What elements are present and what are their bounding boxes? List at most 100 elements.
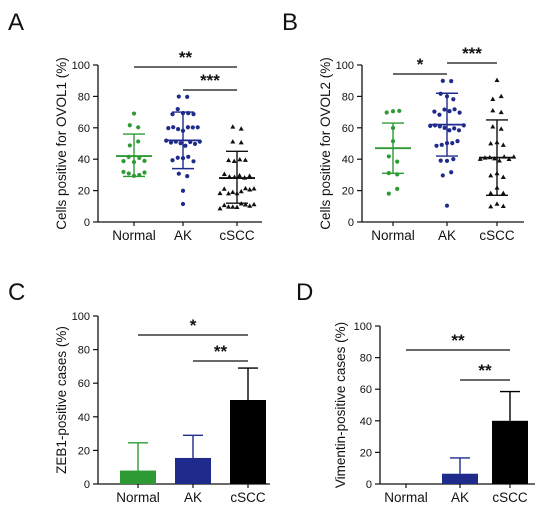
- data-point: [386, 191, 391, 196]
- y-tick-label: 0: [366, 479, 372, 491]
- y-tick-label: 80: [78, 91, 90, 103]
- data-point: [440, 173, 445, 178]
- data-point: [183, 143, 188, 148]
- data-point: [195, 125, 200, 130]
- data-point: [185, 174, 190, 179]
- data-point: [226, 157, 232, 163]
- y-tick-label: 20: [360, 447, 372, 459]
- y-tick-label: 100: [72, 311, 90, 323]
- data-point: [247, 187, 253, 192]
- x-tick-label-cscc: cSCC: [479, 228, 515, 243]
- data-point: [190, 125, 195, 130]
- data-point: [175, 107, 180, 112]
- series-normal: [116, 111, 152, 178]
- data-point: [180, 201, 186, 207]
- data-point: [500, 203, 506, 208]
- data-point: [488, 172, 494, 178]
- data-point: [170, 112, 175, 117]
- y-tick-label: 0: [84, 479, 90, 491]
- data-point: [457, 110, 462, 115]
- y-tick-label: 80: [78, 345, 90, 357]
- data-point: [494, 201, 500, 206]
- data-point: [178, 141, 183, 146]
- data-point: [242, 157, 248, 162]
- x-tick-label-ak: AK: [174, 228, 192, 243]
- data-point: [500, 142, 506, 147]
- data-point: [449, 79, 454, 84]
- y-tick-label: 100: [354, 321, 372, 333]
- bar-ak: [442, 473, 478, 484]
- significance-label: **: [478, 361, 492, 380]
- data-point: [234, 204, 240, 209]
- series-cscc: [217, 124, 257, 211]
- y-tick-label: 0: [348, 217, 354, 229]
- y-axis-label: Vimentin-positive cases (%): [333, 322, 348, 488]
- data-point: [221, 202, 227, 208]
- data-point: [131, 111, 137, 116]
- data-point: [397, 108, 402, 113]
- data-point: [251, 201, 257, 207]
- panel-letter: B: [282, 9, 298, 36]
- data-point: [437, 112, 442, 117]
- data-point: [449, 170, 454, 175]
- y-tick-label: 100: [336, 60, 354, 72]
- data-point: [247, 203, 253, 208]
- data-point: [136, 139, 141, 144]
- data-point: [251, 186, 257, 191]
- data-point: [444, 158, 450, 163]
- data-point: [498, 93, 504, 99]
- significance-label: **: [214, 342, 228, 361]
- data-point: [170, 158, 175, 163]
- data-point: [175, 155, 180, 160]
- panel-letter: D: [296, 279, 313, 306]
- data-point: [127, 143, 132, 148]
- significance-label: *: [190, 316, 197, 335]
- data-point: [442, 107, 447, 112]
- series-ak: [164, 94, 202, 207]
- data-point: [444, 203, 450, 208]
- y-axis-label: Cells positive for OVOL1 (%): [54, 57, 69, 230]
- bar-cscc: [492, 420, 528, 484]
- significance-label: *: [417, 55, 424, 74]
- panel-letter: C: [8, 279, 25, 306]
- x-tick-label-ak: AK: [438, 228, 456, 243]
- data-point: [477, 156, 483, 161]
- data-point: [176, 127, 181, 132]
- data-point: [490, 124, 496, 129]
- y-tick-label: 60: [342, 123, 354, 135]
- x-tick-label-normal: Normal: [384, 490, 428, 505]
- x-tick-label-normal: Normal: [371, 228, 415, 243]
- data-point: [500, 190, 506, 196]
- bar-normal: [120, 470, 156, 484]
- data-point: [226, 190, 231, 196]
- data-point: [490, 107, 496, 113]
- panel-letter: A: [8, 9, 24, 36]
- data-point: [180, 188, 186, 193]
- data-point: [451, 97, 456, 102]
- data-point: [226, 204, 231, 209]
- data-point: [506, 156, 512, 162]
- data-point: [221, 171, 227, 176]
- data-point: [447, 108, 452, 114]
- data-point: [438, 158, 443, 163]
- x-tick-label-normal: Normal: [112, 228, 156, 243]
- data-point: [176, 94, 181, 99]
- significance-label: ***: [462, 44, 482, 63]
- y-tick-label: 60: [78, 123, 90, 135]
- significance-label: **: [451, 331, 465, 350]
- y-tick-label: 60: [78, 378, 90, 390]
- data-point: [455, 139, 460, 144]
- data-point: [386, 154, 391, 159]
- y-axis-label: ZEB1-positive cases (%): [54, 326, 69, 474]
- data-point: [217, 206, 223, 211]
- data-point: [451, 156, 456, 162]
- data-point: [238, 140, 244, 145]
- data-point: [447, 128, 452, 133]
- data-point: [456, 128, 462, 133]
- data-point: [127, 123, 132, 128]
- data-point: [230, 189, 236, 194]
